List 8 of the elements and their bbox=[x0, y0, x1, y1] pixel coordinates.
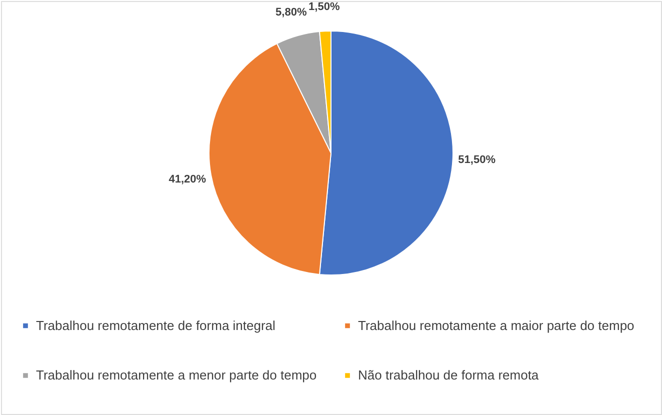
data-label: 41,20% bbox=[168, 173, 206, 186]
legend-label: Trabalhou remotamente a maior parte do tempo bbox=[358, 318, 634, 333]
legend-label: Trabalhou remotamente a menor parte do tempo bbox=[36, 368, 317, 382]
data-label: 5,80% bbox=[276, 6, 307, 19]
legend-label: Não trabalhou de forma remota bbox=[358, 368, 540, 382]
data-label: 51,50% bbox=[458, 154, 496, 166]
legend-label: Trabalhou remotamente de forma integral bbox=[36, 318, 276, 333]
data-label: 1,50% bbox=[308, 1, 340, 14]
